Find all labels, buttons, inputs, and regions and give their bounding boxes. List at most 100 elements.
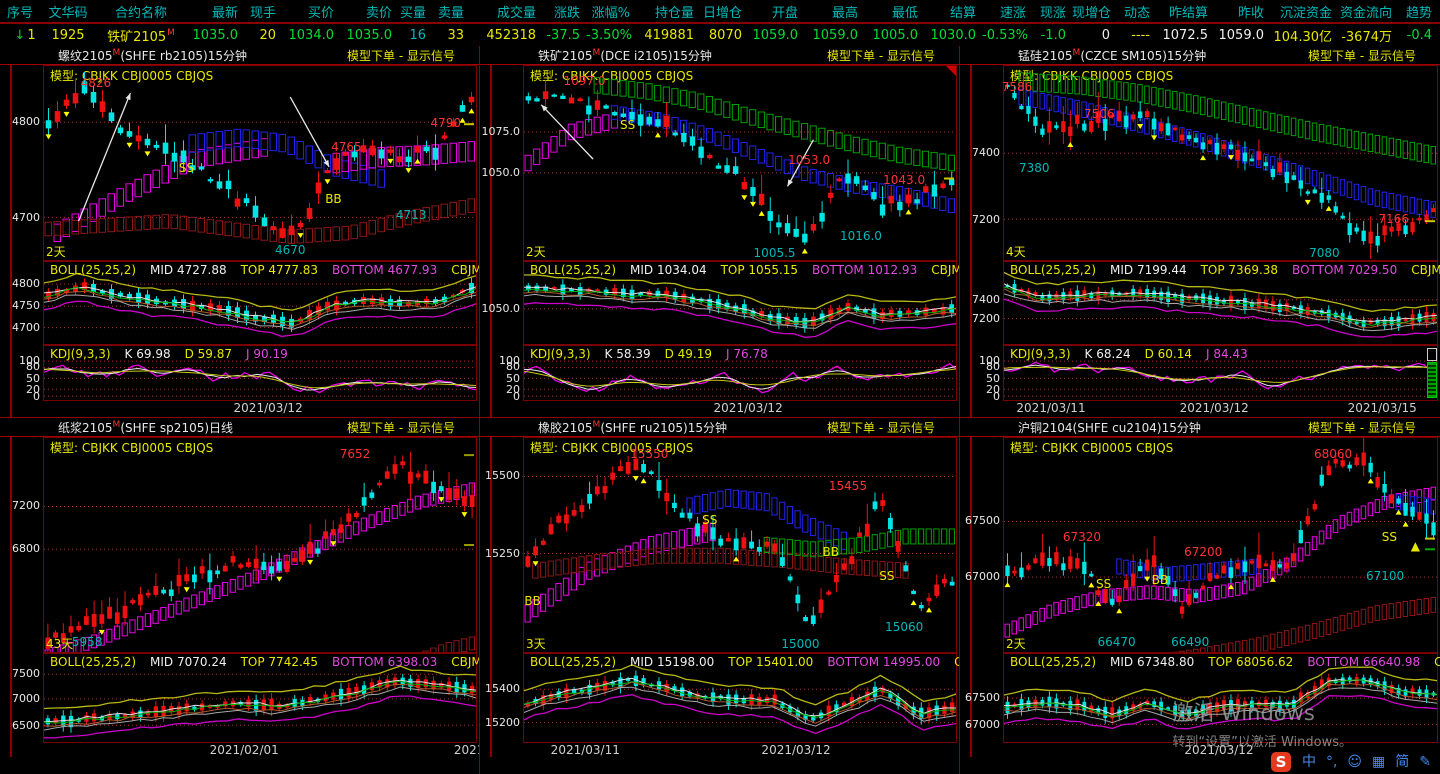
- boll-chart[interactable]: BOLL(25,25,2) MID 67348.80 TOP 68056.62 BOT…: [1003, 653, 1440, 743]
- boll-chart[interactable]: BOLL(25,25,2) MID 7070.24 TOP 7742.45 BOTTO…: [43, 653, 479, 743]
- main-chart[interactable]: 模型: CBJKK CBJ0005 CBJQS 1097.0 SS 1053.0 104…: [523, 65, 957, 261]
- main-chart[interactable]: 模型: CBJKK CBJ0005 CBJQS 7652 5958 43天: [43, 437, 477, 653]
- kdj-canvas: [524, 360, 956, 397]
- quote-cell-20[interactable]: 0: [1072, 28, 1116, 43]
- quote-cell-25[interactable]: -3674万: [1338, 26, 1398, 45]
- quote-value-row[interactable]: ↓ 1 1925 铁矿2105M 1035.0 20 1034.0 1035.0 16 33 452…: [0, 24, 1440, 46]
- quote-cell-21[interactable]: ----: [1116, 28, 1156, 43]
- price-annotation: 7166: [1378, 211, 1409, 226]
- quote-cell-value: 1: [27, 27, 36, 43]
- model-order-signal-link[interactable]: 模型下单 - 显示信号: [827, 48, 935, 63]
- main-y-axis: 7400 7200: [960, 65, 1002, 261]
- main-chart[interactable]: 模型: CBJKK CBJ0005 CBJQS 15550 SS 15455 BB BB S…: [523, 437, 957, 653]
- price-annotation: 67100: [1365, 568, 1405, 583]
- day-count-label: 2天: [1006, 637, 1026, 651]
- scrollbar-track-box[interactable]: [1427, 348, 1437, 361]
- boll-cbjma: CBJMA: [1411, 263, 1440, 277]
- quote-cell-24[interactable]: 104.30亿: [1270, 26, 1338, 45]
- quote-cell-14[interactable]: 1059.0: [748, 28, 804, 43]
- ime-icon-4[interactable]: 简: [1395, 754, 1410, 770]
- quote-cell-15[interactable]: 1059.0: [804, 28, 864, 43]
- quote-cell-4[interactable]: 20: [244, 28, 282, 43]
- quote-cell-6[interactable]: 1035.0: [340, 28, 398, 43]
- model-order-signal-link[interactable]: 模型下单 - 显示信号: [347, 48, 455, 63]
- day-count-label: 2天: [46, 245, 66, 259]
- boll-header: BOLL(25,25,2) MID 7070.24 TOP 7742.45 BOTTO…: [50, 655, 479, 669]
- ime-icon-2[interactable]: ☺: [1347, 754, 1363, 770]
- kdj-tick: 20: [986, 382, 1000, 396]
- main-chart[interactable]: 模型: CBJKK CBJ0005 CBJQS 7586 7506 7380 7166 7…: [1002, 65, 1438, 261]
- ime-icon-5[interactable]: ✎: [1419, 754, 1431, 770]
- kdj-d: D 49.19: [664, 347, 713, 361]
- boll-label: BOLL(25,25,2): [50, 263, 137, 277]
- quote-cell-17[interactable]: 1030.0: [924, 28, 982, 43]
- quote-col-header-26: 趋势: [1405, 5, 1432, 21]
- model-order-signal-link[interactable]: 模型下单 - 显示信号: [827, 420, 935, 435]
- boll-chart[interactable]: BOLL(25,25,2) MID 15198.00 TOP 15401.00 BOT…: [523, 653, 959, 743]
- kdj-chart[interactable]: KDJ(9,3,3) K 58.39 D 49.19 J 76.78: [523, 345, 957, 401]
- quote-col-header-6: 卖价: [365, 5, 392, 21]
- quote-cell-9[interactable]: 452318: [470, 28, 542, 43]
- quote-cell-0[interactable]: ↓ 1: [0, 28, 40, 43]
- quote-cell-22[interactable]: 1072.5: [1156, 28, 1214, 43]
- date-axis: 2021/03/12: [960, 743, 1440, 757]
- main-y-tick: 67000: [965, 570, 1000, 584]
- quote-cell-7[interactable]: 16: [398, 28, 432, 43]
- boll-mid: MID 15198.00: [630, 655, 715, 669]
- quote-col-header-23: 昨收: [1237, 5, 1264, 21]
- model-order-signal-link[interactable]: 模型下单 - 显示信号: [347, 420, 455, 435]
- quote-cell-5[interactable]: 1034.0: [282, 28, 340, 43]
- quote-cell-26[interactable]: -0.4: [1398, 28, 1438, 43]
- price-annotation: 66490: [1171, 634, 1210, 649]
- boll-mid: MID 7070.24: [150, 655, 227, 669]
- sogou-logo-icon[interactable]: S: [1270, 752, 1291, 772]
- quote-cell-value: 8070: [708, 27, 742, 43]
- main-contract-mark: M: [592, 47, 601, 58]
- quote-col-header-19: 现涨: [1039, 5, 1066, 21]
- kdj-j: J 90.19: [246, 347, 288, 361]
- scrollbar-thumb[interactable]: [1427, 362, 1437, 398]
- quote-cell-8[interactable]: 33: [432, 28, 470, 43]
- main-chart[interactable]: 模型: CBJKK CBJ0005 CBJQS 68060 67320 67200 SS…: [1003, 437, 1438, 653]
- boll-y-tick: 1050.0: [481, 301, 521, 315]
- contract-name: 锰硅2105: [1018, 48, 1073, 63]
- quote-cell-12[interactable]: 419881: [636, 28, 700, 43]
- quote-cell-value: 1059.0: [812, 27, 859, 43]
- panel-body: 1075.0 1050.0 模型: CBJKK CBJ0005 CBJQS 1097.…: [480, 65, 959, 417]
- quote-cell-18[interactable]: -0.53%: [982, 28, 1032, 43]
- model-order-signal-link[interactable]: 模型下单 - 显示信号: [1308, 48, 1416, 63]
- quote-cell-19[interactable]: -1.0: [1032, 28, 1072, 43]
- boll-chart[interactable]: BOLL(25,25,2) MID 1034.04 TOP 1055.15 BOTTO…: [523, 261, 959, 345]
- quote-cell-23[interactable]: 1059.0: [1214, 28, 1270, 43]
- quote-cell-2[interactable]: 铁矿2105M: [96, 26, 186, 44]
- boll-chart[interactable]: BOLL(25,25,2) MID 4727.88 TOP 4777.83 BOTTO…: [43, 261, 479, 345]
- quote-cell-1[interactable]: 1925: [40, 28, 96, 43]
- price-annotation: SS: [702, 512, 718, 527]
- ime-icon-1[interactable]: °,: [1325, 754, 1338, 770]
- kdj-chart[interactable]: KDJ(9,3,3) K 69.98 D 59.87 J 90.19: [43, 345, 477, 401]
- panel-left-rule: [490, 65, 492, 417]
- quote-cell-16[interactable]: 1005.0: [864, 28, 924, 43]
- quote-cell-13[interactable]: 8070: [700, 28, 748, 43]
- ime-icon-0[interactable]: 中: [1301, 754, 1316, 770]
- main-y-tick: 67500: [965, 514, 1000, 528]
- boll-chart[interactable]: BOLL(25,25,2) MID 7199.44 TOP 7369.38 BOTTO…: [1003, 261, 1440, 345]
- quote-col-header-13: 日增仓: [702, 5, 742, 21]
- boll-mid: MID 67348.80: [1110, 655, 1195, 669]
- quote-cell-value: 1059.0: [752, 27, 799, 43]
- quote-cell-10[interactable]: -37.5: [542, 28, 586, 43]
- panel-title: 沪铜2104(SHFE cu2104)15分钟: [1018, 419, 1201, 436]
- price-annotation: 4713: [395, 207, 427, 222]
- kdj-section: 100 80 50 20 0 KDJ(9,3,3) K 69.98 D 59.87 J 90.1…: [0, 345, 479, 403]
- kdj-chart[interactable]: KDJ(9,3,3) K 68.24 D 60.14 J 84.43: [1003, 345, 1438, 401]
- panel-title: 锰硅2105M(CZCE SM105)15分钟: [1018, 47, 1206, 64]
- main-chart[interactable]: 模型: CBJKK CBJ0005 CBJQS 4826 SS 4765 4790 BB 4…: [43, 65, 477, 261]
- price-annotation: SS: [1095, 577, 1112, 592]
- panel-body: 7200 6800 模型: CBJKK CBJ0005 CBJQS 7652 5958 4…: [0, 437, 479, 757]
- quote-cell-11[interactable]: -3.50%: [586, 28, 636, 43]
- contract-name: 铁矿2105: [538, 48, 593, 63]
- model-order-signal-link[interactable]: 模型下单 - 显示信号: [1308, 420, 1416, 435]
- quote-cell-3[interactable]: 1035.0: [186, 28, 244, 43]
- quote-cell-value: 16: [409, 27, 426, 43]
- ime-icon-3[interactable]: ▦: [1372, 754, 1386, 770]
